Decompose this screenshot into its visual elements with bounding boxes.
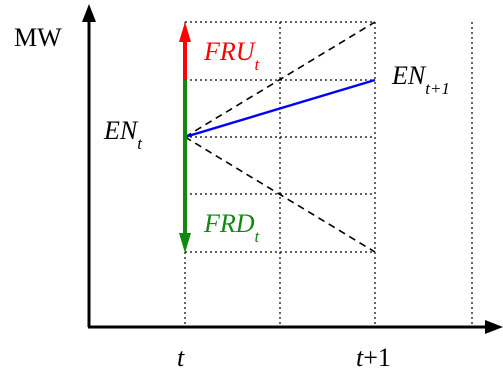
envelope-upper-dashed [184, 21, 376, 138]
frd-arrowhead [179, 233, 191, 253]
x-tick-t: t [177, 343, 185, 372]
energy-trajectory-line [184, 78, 376, 139]
frd-label: FRDt [203, 209, 261, 246]
axes [82, 4, 503, 334]
fru-label: FRUt [203, 37, 261, 74]
frd-arrow [179, 80, 191, 253]
x-axis-arrowhead [485, 320, 503, 334]
y-axis-arrowhead [82, 4, 96, 22]
y-axis-label: MW [14, 23, 62, 52]
envelope-lower-dashed [184, 136, 376, 253]
fru-arrow [179, 22, 191, 80]
fru-arrowhead [179, 22, 191, 42]
reserve-envelope [184, 21, 376, 253]
en-t-label: ENt [103, 116, 143, 153]
x-tick-t-plus-1: t+1 [356, 343, 391, 372]
en-t-plus-1-label: ENt+1 [391, 61, 450, 98]
dotted-grid [184, 21, 473, 326]
